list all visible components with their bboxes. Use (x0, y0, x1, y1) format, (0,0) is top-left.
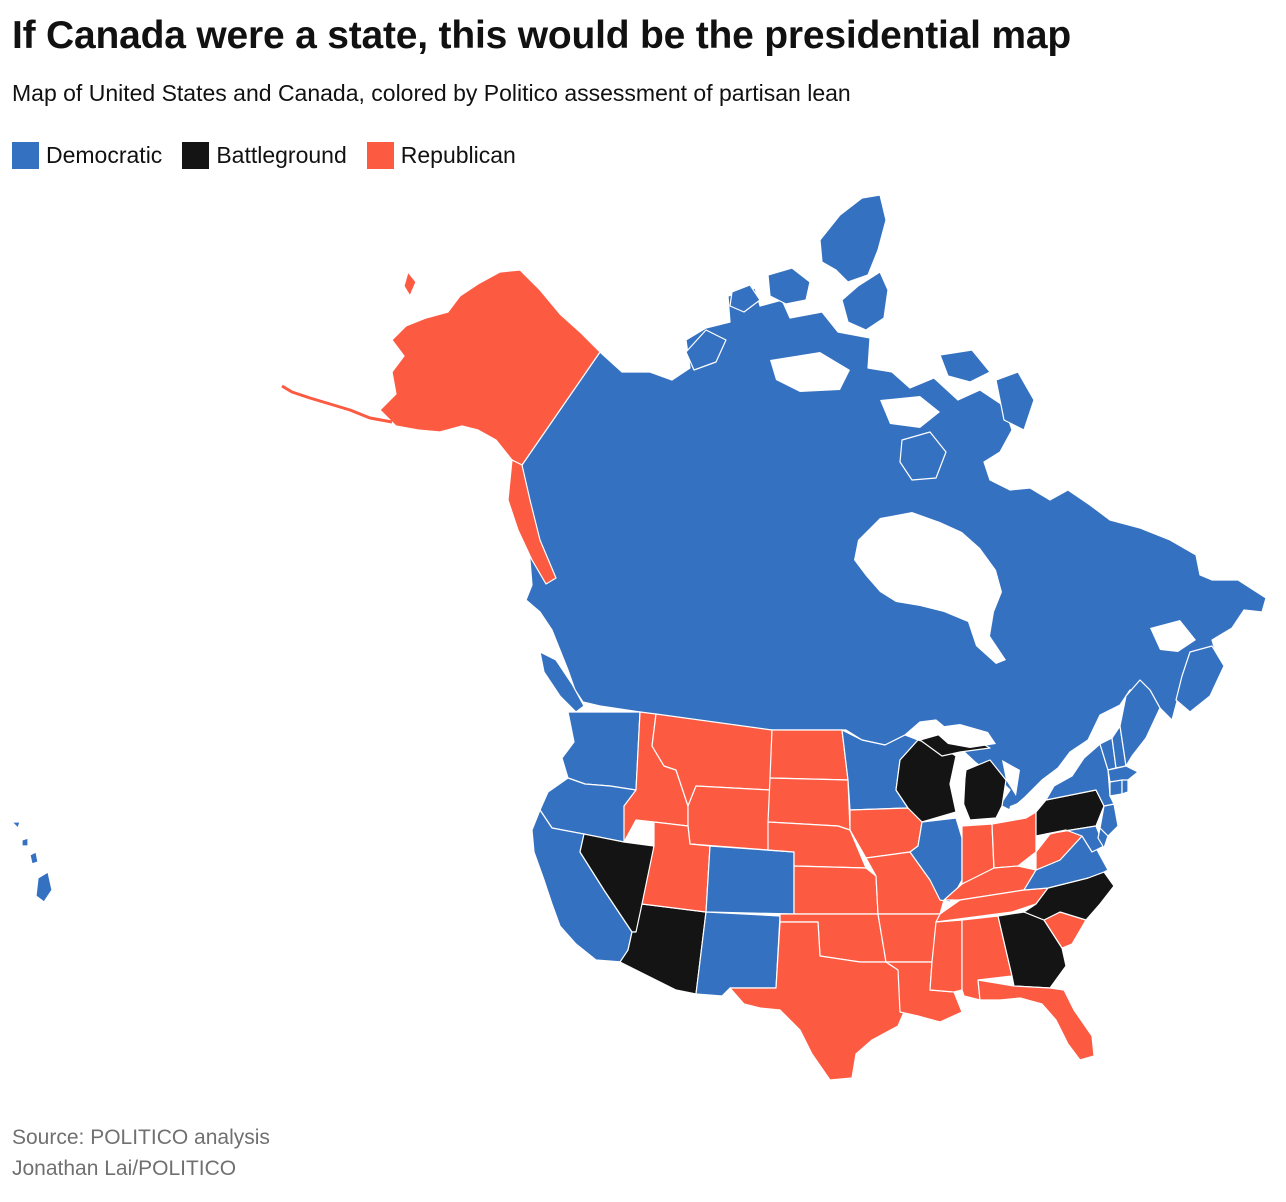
region-north-dakota (769, 729, 849, 781)
region-rhode-island (1121, 779, 1129, 795)
credit-note: Jonathan Lai/POLITICO (12, 1157, 237, 1180)
legend-label-battleground: Battleground (216, 142, 347, 168)
region-illinois (909, 817, 963, 903)
region-wyoming (687, 785, 771, 851)
great-lakes (930, 724, 1046, 818)
legend-swatch-republican (366, 142, 394, 169)
region-hawaii (11, 821, 53, 903)
region-massachusetts (1107, 765, 1139, 783)
page-title: If Canada were a state, this would be th… (12, 14, 1071, 57)
region-canada-arctic-8 (899, 431, 947, 481)
region-washington (561, 711, 641, 791)
region-connecticut (1109, 779, 1123, 797)
region-canada-newfoundland (1175, 645, 1225, 713)
region-canada-arctic-5 (685, 329, 727, 371)
region-colorado (705, 845, 795, 915)
region-canada-arctic-6 (939, 349, 991, 383)
region-canada-arctic-2 (841, 271, 889, 331)
region-florida (977, 979, 1095, 1061)
region-alaska-aleutians (281, 384, 393, 424)
legend-label-republican: Republican (400, 142, 516, 168)
legend-label-democratic: Democratic (46, 142, 163, 168)
region-kansas (793, 865, 879, 915)
region-maine (1119, 679, 1161, 767)
region-canada-arctic-1 (819, 194, 887, 283)
legend-item-battleground: Battleground (182, 142, 347, 169)
region-alaska-island (403, 271, 417, 297)
region-arkansas (877, 913, 941, 963)
region-alaska-panhandle (507, 459, 557, 585)
region-canada-vancouver-island (539, 651, 585, 713)
region-canada-arctic-4 (729, 284, 761, 313)
region-maryland (1045, 825, 1105, 853)
legend-item-democratic: Democratic (12, 142, 162, 169)
region-texas (729, 921, 905, 1081)
region-canada-arctic-7 (995, 371, 1035, 431)
legend: Democratic Battleground Republican (12, 142, 536, 169)
page-subtitle: Map of United States and Canada, colored… (12, 80, 851, 106)
source-note: Source: POLITICO analysis (12, 1126, 270, 1149)
legend-item-republican: Republican (366, 142, 516, 169)
region-new-mexico (695, 911, 781, 997)
legend-swatch-democratic (12, 142, 39, 169)
region-alaska (379, 269, 601, 466)
arctic-channel-2 (880, 396, 940, 428)
legend-swatch-battleground (182, 142, 210, 169)
region-ohio (991, 811, 1037, 869)
hudson-bay (854, 512, 1006, 664)
region-canada-arctic-3 (767, 267, 811, 305)
region-mississippi (929, 919, 963, 993)
footer: Source: POLITICO analysis Jonathan Lai/P… (12, 1122, 270, 1184)
gulf-st-lawrence (1150, 620, 1196, 652)
arctic-channel-1 (770, 352, 850, 392)
